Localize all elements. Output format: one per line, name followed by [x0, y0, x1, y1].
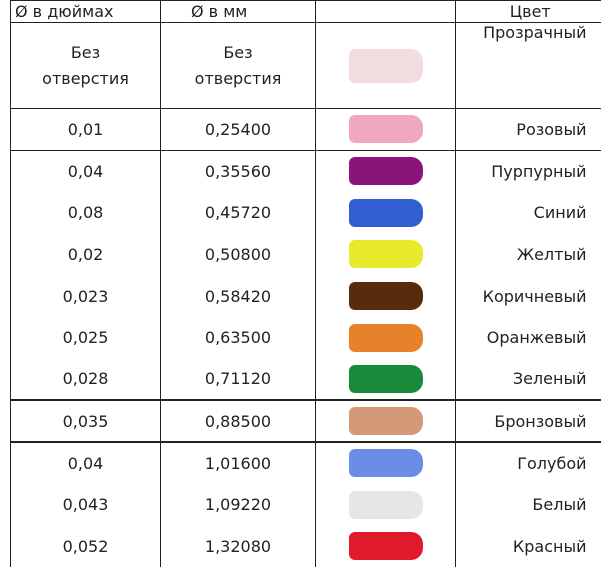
cell: Розовый — [455, 108, 601, 151]
color-cap — [348, 407, 423, 436]
color-cap — [348, 240, 423, 269]
cell: 0,58420 — [160, 275, 316, 317]
table-row: 0,023 0,58420 Коричневый — [10, 275, 601, 317]
table-row: Без отверстия Без отверстия Прозрачный — [10, 22, 601, 109]
swatch-cell — [315, 108, 456, 151]
cell: 0,04 — [10, 442, 161, 484]
cell: 1,01600 — [160, 442, 316, 484]
cell: Коричневый — [455, 275, 601, 317]
cell: 0,023 — [10, 275, 161, 317]
table-body: Ø в дюймах Ø в мм Цвет Без отверстия Без … — [10, 0, 601, 567]
color-cap — [348, 449, 423, 478]
color-cap — [348, 157, 423, 186]
table-row: 0,043 1,09220 Белый — [10, 483, 601, 526]
color-cap — [348, 532, 423, 561]
swatch-cell — [315, 358, 456, 401]
cell: Без отверстия — [10, 22, 161, 109]
header-cell: Цвет — [455, 0, 601, 23]
table-row: 0,028 0,71120 Зеленый — [10, 358, 601, 401]
cell: 0,052 — [10, 525, 161, 567]
table-row: 0,025 0,63500 Оранжевый — [10, 316, 601, 359]
cell: 0,35560 — [160, 150, 316, 192]
cell: 0,025 — [10, 316, 161, 359]
color-cap — [348, 364, 423, 393]
swatch-cell — [315, 483, 456, 526]
cell: Красный — [455, 525, 601, 567]
cell: 0,71120 — [160, 358, 316, 401]
color-cap — [348, 48, 423, 83]
swatch-cell — [315, 191, 456, 234]
cell: Голубой — [455, 442, 601, 484]
cell: 0,88500 — [160, 399, 316, 443]
table-row: 0,04 1,01600 Голубой — [10, 442, 601, 484]
cell: 0,63500 — [160, 316, 316, 359]
cell: Оранжевый — [455, 316, 601, 359]
header-cell-empty — [315, 0, 456, 23]
color-cap — [348, 490, 423, 519]
swatch-cell — [315, 233, 456, 276]
cell: 0,25400 — [160, 108, 316, 151]
cell: Прозрачный — [455, 22, 601, 109]
color-cap — [348, 115, 423, 144]
swatch-cell — [315, 275, 456, 317]
color-cap — [348, 282, 423, 311]
color-cap — [348, 323, 423, 352]
cell: Бронзовый — [455, 399, 601, 443]
cell: 0,50800 — [160, 233, 316, 276]
header-cell: Ø в мм — [160, 0, 316, 23]
cell: 0,08 — [10, 191, 161, 234]
swatch-cell — [315, 22, 456, 109]
cell: 0,01 — [10, 108, 161, 151]
swatch-cell — [315, 316, 456, 359]
cell: Зеленый — [455, 358, 601, 401]
cell: 1,32080 — [160, 525, 316, 567]
size-table: Ø в дюймах Ø в мм Цвет Без отверстия Без … — [10, 0, 601, 567]
table-row: 0,035 0,88500 Бронзовый — [10, 399, 601, 443]
cell: 1,09220 — [160, 483, 316, 526]
swatch-cell — [315, 442, 456, 484]
swatch-cell — [315, 150, 456, 192]
cell: 0,45720 — [160, 191, 316, 234]
cell: Без отверстия — [160, 22, 316, 109]
table-row: 0,01 0,25400 Розовый — [10, 108, 601, 151]
cell: Пурпурный — [455, 150, 601, 192]
cell: Синий — [455, 191, 601, 234]
table-row: 0,02 0,50800 Желтый — [10, 233, 601, 276]
cell: Желтый — [455, 233, 601, 276]
cell: 0,028 — [10, 358, 161, 401]
header-row: Ø в дюймах Ø в мм Цвет — [10, 0, 601, 23]
swatch-cell — [315, 399, 456, 443]
cell: 0,04 — [10, 150, 161, 192]
cell: 0,02 — [10, 233, 161, 276]
color-cap — [348, 198, 423, 227]
table-row: 0,08 0,45720 Синий — [10, 191, 601, 234]
cell: 0,035 — [10, 399, 161, 443]
cell: Белый — [455, 483, 601, 526]
table-row: 0,04 0,35560 Пурпурный — [10, 150, 601, 192]
table-row: 0,052 1,32080 Красный — [10, 525, 601, 567]
cell: 0,043 — [10, 483, 161, 526]
header-cell: Ø в дюймах — [10, 0, 161, 23]
swatch-cell — [315, 525, 456, 567]
